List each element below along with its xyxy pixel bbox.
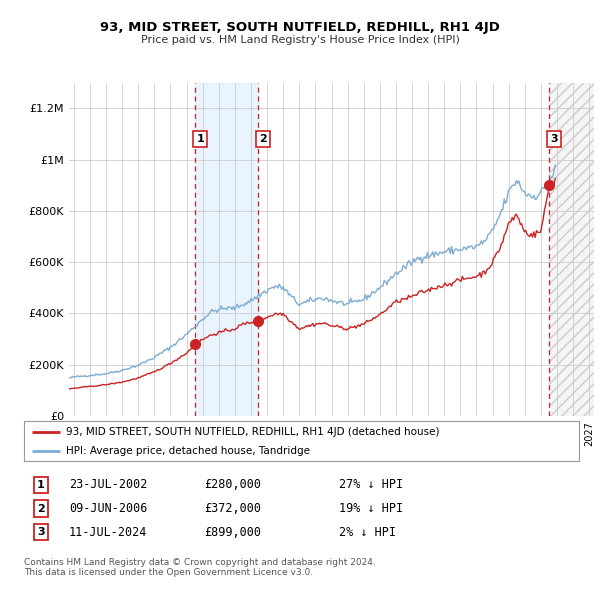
Text: Contains HM Land Registry data © Crown copyright and database right 2024.
This d: Contains HM Land Registry data © Crown c… xyxy=(24,558,376,577)
Text: HPI: Average price, detached house, Tandridge: HPI: Average price, detached house, Tand… xyxy=(65,447,310,456)
Text: 11-JUL-2024: 11-JUL-2024 xyxy=(69,526,148,539)
Text: 23-JUL-2002: 23-JUL-2002 xyxy=(69,478,148,491)
Text: 09-JUN-2006: 09-JUN-2006 xyxy=(69,502,148,515)
Text: 1: 1 xyxy=(196,134,204,144)
Bar xyxy=(196,83,258,416)
Text: 3: 3 xyxy=(550,134,558,144)
Bar xyxy=(550,83,594,416)
Text: 93, MID STREET, SOUTH NUTFIELD, REDHILL, RH1 4JD (detached house): 93, MID STREET, SOUTH NUTFIELD, REDHILL,… xyxy=(65,428,439,438)
Text: 3: 3 xyxy=(37,527,44,537)
Bar xyxy=(550,83,594,416)
Text: Price paid vs. HM Land Registry's House Price Index (HPI): Price paid vs. HM Land Registry's House … xyxy=(140,35,460,45)
Text: 19% ↓ HPI: 19% ↓ HPI xyxy=(339,502,403,515)
Text: 27% ↓ HPI: 27% ↓ HPI xyxy=(339,478,403,491)
Text: 2: 2 xyxy=(37,504,44,513)
Text: 1: 1 xyxy=(37,480,44,490)
Text: £280,000: £280,000 xyxy=(204,478,261,491)
Text: 93, MID STREET, SOUTH NUTFIELD, REDHILL, RH1 4JD: 93, MID STREET, SOUTH NUTFIELD, REDHILL,… xyxy=(100,21,500,34)
Text: 2% ↓ HPI: 2% ↓ HPI xyxy=(339,526,396,539)
Text: 2: 2 xyxy=(259,134,267,144)
Text: £372,000: £372,000 xyxy=(204,502,261,515)
Text: £899,000: £899,000 xyxy=(204,526,261,539)
